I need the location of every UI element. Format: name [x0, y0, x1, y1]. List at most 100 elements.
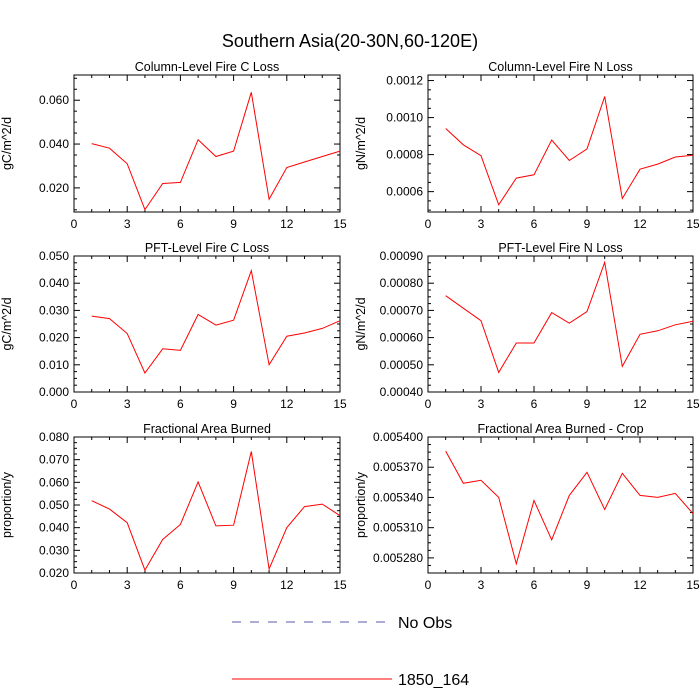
figure-title: Southern Asia(20-30N,60-120E): [222, 31, 478, 51]
panel-title: Fractional Area Burned: [143, 422, 271, 436]
legend-label-no-obs: No Obs: [398, 615, 452, 632]
x-tick-label: 3: [478, 217, 485, 231]
y-tick-label: 0.0008: [386, 148, 423, 162]
x-tick-label: 3: [478, 397, 485, 411]
panel-title: PFT-Level Fire C Loss: [145, 241, 269, 255]
legend-label-1850-164: 1850_164: [398, 672, 469, 689]
x-tick-label: 6: [177, 217, 184, 231]
y-tick-label: 0.020: [39, 566, 69, 580]
y-tick-label: 0.005340: [373, 490, 423, 504]
x-tick-label: 0: [71, 397, 78, 411]
y-tick-label: 0.050: [39, 498, 69, 512]
y-tick-label: 0.010: [39, 358, 69, 372]
y-axis-label: gC/m^2/d: [0, 297, 14, 350]
x-tick-label: 12: [633, 217, 647, 231]
x-tick-label: 15: [686, 397, 700, 411]
panel-title: Column-Level Fire N Loss: [488, 60, 633, 74]
panel-title: Column-Level Fire C Loss: [135, 60, 280, 74]
y-tick-label: 0.005310: [373, 521, 423, 535]
x-tick-label: 12: [280, 217, 294, 231]
y-tick-label: 0.00050: [380, 358, 424, 372]
x-tick-label: 12: [633, 578, 647, 592]
x-tick-label: 15: [333, 397, 347, 411]
y-axis-label: gN/m^2/d: [354, 297, 368, 350]
x-tick-label: 9: [584, 397, 591, 411]
x-tick-label: 0: [425, 397, 432, 411]
legend: No Obs 1850_164: [232, 615, 469, 689]
x-tick-label: 0: [425, 217, 432, 231]
y-tick-label: 0.00040: [380, 385, 424, 399]
y-tick-label: 0.00060: [380, 331, 424, 345]
y-tick-label: 0.040: [39, 137, 69, 151]
x-tick-label: 15: [686, 217, 700, 231]
y-tick-label: 0.060: [39, 93, 69, 107]
y-tick-label: 0.005400: [373, 430, 423, 444]
plot-frame: [427, 74, 694, 213]
series-line-1850-164: [91, 268, 341, 374]
series-line-1850-164: [445, 260, 694, 374]
x-tick-label: 6: [177, 397, 184, 411]
y-tick-label: 0.00090: [380, 249, 424, 263]
x-tick-label: 3: [478, 578, 485, 592]
panel-title: Fractional Area Burned - Crop: [477, 422, 643, 436]
x-tick-label: 6: [531, 217, 538, 231]
y-tick-label: 0.0006: [386, 185, 423, 199]
y-tick-label: 0.0012: [386, 74, 423, 88]
plot-frame: [73, 255, 341, 393]
panel-1: Column-Level Fire C Loss gC/m^2/d 0 3 6 9 12 15…: [0, 60, 347, 231]
x-tick-label: 9: [230, 217, 237, 231]
y-axis-label: proportion/y: [354, 471, 368, 538]
y-tick-label: 0.040: [39, 276, 69, 290]
panel-title: PFT-Level Fire N Loss: [498, 241, 622, 255]
panels: Column-Level Fire C Loss gC/m^2/d 0 3 6 9 12 15…: [0, 60, 700, 592]
x-tick-label: 15: [686, 578, 700, 592]
x-tick-label: 6: [531, 578, 538, 592]
series-line-1850-164: [445, 450, 694, 566]
x-tick-label: 0: [71, 217, 78, 231]
x-tick-label: 12: [633, 397, 647, 411]
series-line-1850-164: [91, 451, 341, 572]
panel-5: Fractional Area Burned proportion/y 0 3 6 9 12…: [0, 422, 347, 592]
x-tick-label: 9: [584, 578, 591, 592]
x-tick-label: 3: [124, 397, 131, 411]
y-tick-label: 0.005280: [373, 551, 423, 565]
series-line-1850-164: [91, 92, 341, 211]
x-tick-label: 0: [425, 578, 432, 592]
x-tick-label: 0: [71, 578, 78, 592]
y-tick-label: 0.050: [39, 249, 69, 263]
y-tick-label: 0.060: [39, 475, 69, 489]
y-tick-label: 0.030: [39, 543, 69, 557]
y-tick-label: 0.020: [39, 331, 69, 345]
y-tick-label: 0.020: [39, 181, 69, 195]
y-tick-label: 0.030: [39, 303, 69, 317]
x-tick-label: 9: [584, 217, 591, 231]
x-tick-label: 9: [230, 397, 237, 411]
y-axis-label: gC/m^2/d: [0, 117, 14, 170]
y-axis-label: gN/m^2/d: [354, 117, 368, 170]
x-tick-label: 6: [531, 397, 538, 411]
panel-4: PFT-Level Fire N Loss gN/m^2/d 0 3 6 9 12 15 0.0…: [354, 241, 700, 411]
panel-3: PFT-Level Fire C Loss gC/m^2/d 0 3 6 9 12 15 0.0…: [0, 241, 347, 411]
y-tick-label: 0.00080: [380, 276, 424, 290]
plot-frame: [427, 436, 694, 574]
y-tick-label: 0.000: [39, 385, 69, 399]
x-tick-label: 3: [124, 217, 131, 231]
x-tick-label: 12: [280, 397, 294, 411]
panel-6: Fractional Area Burned - Crop proportion/…: [354, 422, 700, 592]
y-tick-label: 0.070: [39, 453, 69, 467]
plot-frame: [427, 255, 694, 393]
plot-frame: [73, 74, 341, 213]
y-tick-label: 0.040: [39, 521, 69, 535]
y-axis-label: proportion/y: [0, 471, 14, 538]
y-tick-label: 0.00070: [380, 303, 424, 317]
x-tick-label: 9: [230, 578, 237, 592]
x-tick-label: 12: [280, 578, 294, 592]
x-tick-label: 6: [177, 578, 184, 592]
x-tick-label: 15: [333, 217, 347, 231]
x-tick-label: 15: [333, 578, 347, 592]
panel-2: Column-Level Fire N Loss gN/m^2/d 0 3 6 9 12 15…: [354, 60, 700, 231]
y-tick-label: 0.080: [39, 430, 69, 444]
y-tick-label: 0.005370: [373, 460, 423, 474]
y-tick-label: 0.0010: [386, 111, 423, 125]
